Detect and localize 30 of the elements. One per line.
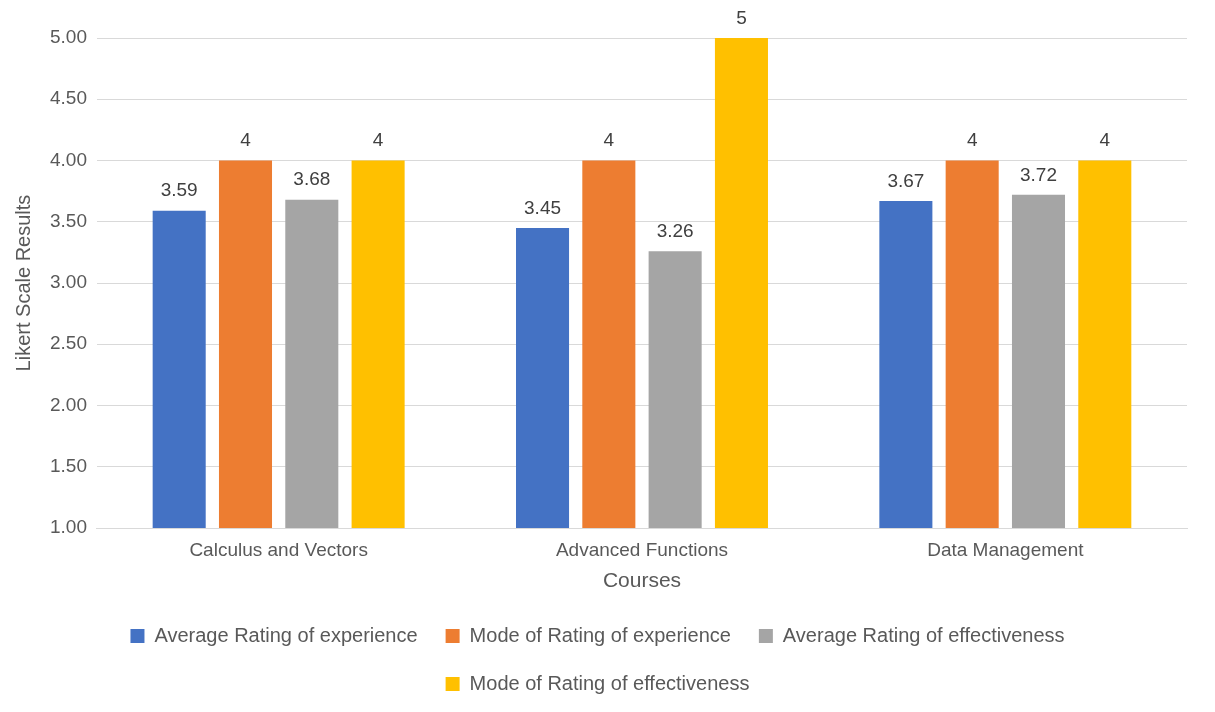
y-tick-label: 3.00	[50, 271, 87, 293]
x-axis-title: Courses	[602, 568, 682, 592]
data-label: 4	[240, 129, 252, 151]
x-tick-label: Data Management	[927, 538, 1085, 560]
data-label: 5	[736, 6, 747, 28]
y-tick-label: 2.00	[50, 393, 87, 415]
data-label: 4	[372, 129, 384, 151]
data-label: 4	[603, 129, 615, 151]
y-tick-label: 4.50	[50, 87, 87, 109]
data-label: 3.67	[887, 169, 925, 191]
y-tick-label: 4.00	[50, 148, 87, 170]
y-tick-label: 1.50	[50, 454, 87, 476]
y-tick-label: 5.00	[50, 26, 87, 48]
data-label: 4	[966, 129, 978, 151]
x-tick-label: Advanced Functions	[555, 538, 729, 560]
data-label: 3.59	[160, 179, 198, 201]
legend-label: Mode of Rating of experience	[469, 623, 731, 646]
data-label: 3.26	[656, 219, 694, 241]
data-label: 3.72	[1019, 163, 1057, 185]
x-tick-label: Calculus and Vectors	[189, 538, 368, 560]
data-label: 3.68	[293, 168, 331, 190]
data-label: 4	[1099, 129, 1111, 151]
y-tick-label: 1.00	[50, 516, 87, 538]
data-label: 3.45	[524, 196, 562, 218]
legend-label: Mode of Rating of effectiveness	[469, 671, 750, 694]
legend-label: Average Rating of experience	[154, 623, 418, 646]
y-axis-title: Likert Scale Results	[11, 194, 34, 372]
legend-label: Average Rating of effectiveness	[782, 623, 1065, 646]
y-tick-label: 2.50	[50, 332, 87, 354]
y-tick-label: 3.50	[50, 209, 87, 231]
